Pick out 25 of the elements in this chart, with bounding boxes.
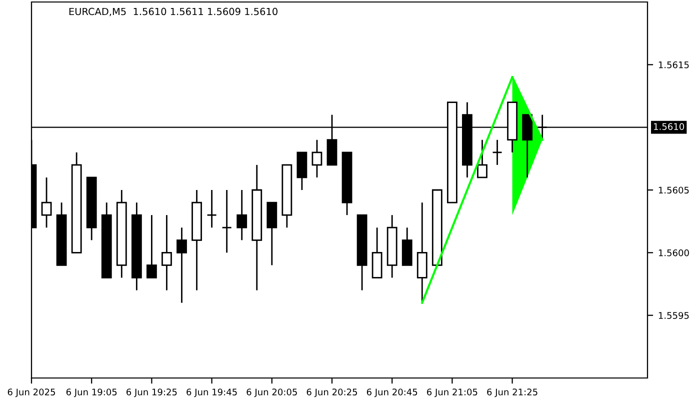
x-tick-label: 6 Jun 20:05 [246,388,297,398]
candlestick [162,214,172,291]
ref-line-label: 1.5610 [654,123,684,130]
y-tick-label: 1.5615 [658,61,689,68]
candlestick [222,189,232,254]
x-tick-label: 6 Jun 19:45 [186,388,237,398]
candlestick [41,176,52,228]
x-tick-label: 6 Jun 20:25 [306,388,358,398]
candlestick [312,139,322,178]
candlestick [236,189,248,241]
y-tick-label: 1.5600 [658,249,689,256]
candlestick [176,226,187,304]
x-tick-label: 6 Jun 19:05 [66,388,117,398]
candlestick [492,139,502,166]
x-tick-label: 6 Jun 2025 [8,388,55,398]
candlestick [146,214,157,278]
x-tick-label: 6 Jun 21:25 [487,388,538,398]
x-tick-label: 6 Jun 19:25 [126,388,177,398]
candlestick [477,139,488,178]
x-tick-label: 6 Jun 21:05 [427,388,478,398]
y-tick-label: 1.5595 [658,312,689,319]
text: EURCAD,M5 1.5610 1.5611 1.5609 1.5610 [69,8,278,16]
y-tick-label: 1.5605 [658,186,689,194]
candlestick [206,189,217,228]
x-tick-label: 6 Jun 20:45 [366,388,418,398]
